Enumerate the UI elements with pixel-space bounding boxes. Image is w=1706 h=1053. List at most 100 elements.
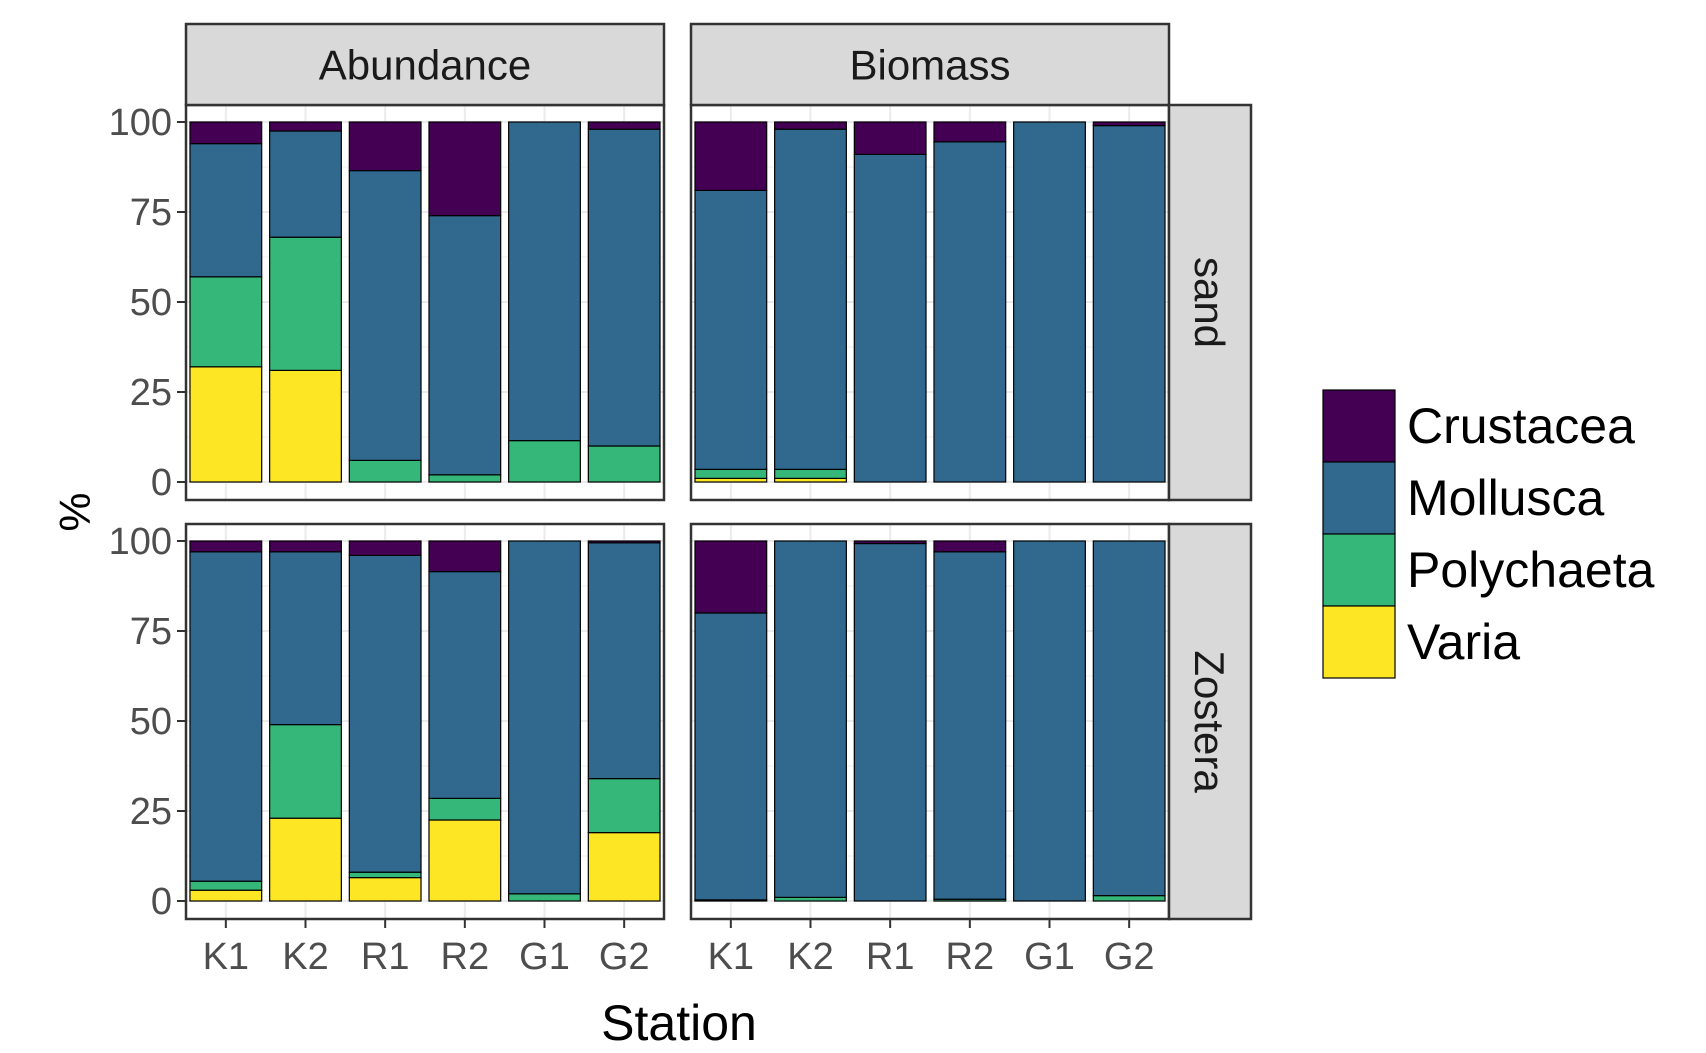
bar-r2-mollusca (933, 551, 1007, 900)
x-tick-label-k1: K1 (708, 936, 754, 978)
bar-r1-polychaeta (348, 871, 422, 879)
legend-key-mollusca (1322, 461, 1396, 535)
strip-label-zostera: Zostera (1186, 650, 1233, 793)
bar-r1-mollusca (853, 153, 927, 483)
bar-r2-crustacea (428, 121, 502, 217)
legend-key-polychaeta (1322, 533, 1396, 607)
bar-k1-crustacea (189, 540, 263, 553)
bar-k2-varia (269, 817, 342, 902)
bar-k2-polychaeta (269, 236, 342, 371)
legend-entry-polychaeta: Polychaeta (1322, 533, 1655, 607)
bar-k1-polychaeta (694, 468, 768, 479)
x-tick-label-g2: G2 (599, 936, 650, 978)
bar-g2-polychaeta (587, 777, 661, 834)
bar-g2-crustacea (1092, 121, 1166, 127)
bar-k2-crustacea (774, 121, 847, 130)
bar-r2-crustacea (933, 540, 1007, 553)
bar-r2-polychaeta (428, 797, 502, 821)
bar-k1-mollusca (189, 143, 263, 278)
bar-g1-polychaeta (508, 440, 581, 483)
bar-k2-polychaeta (774, 468, 847, 479)
panel-biomass-sand (689, 103, 1171, 502)
legend-entry-mollusca: Mollusca (1322, 461, 1604, 535)
x-tick-label-g2: G2 (1104, 936, 1155, 978)
x-tick-label-r1: R1 (866, 936, 915, 978)
y-tick-label: 50 (130, 701, 172, 743)
bar-g2-mollusca (1092, 540, 1166, 897)
bar-g1-mollusca (1013, 540, 1086, 902)
bar-g1-mollusca (508, 121, 581, 442)
strip-label-sand: sand (1186, 257, 1233, 348)
y-tick-label: 25 (130, 791, 172, 833)
legend-label-polychaeta: Polychaeta (1407, 542, 1655, 598)
bar-r2-mollusca (428, 570, 502, 799)
strip-label-abundance: Abundance (319, 42, 532, 89)
x-tick-label-g1: G1 (519, 936, 570, 978)
bar-r1-crustacea (853, 121, 927, 156)
bar-k1-crustacea (694, 540, 768, 614)
x-tick-label-r2: R2 (946, 936, 995, 978)
y-tick-label: 0 (151, 881, 172, 923)
bar-r1-mollusca (853, 542, 927, 902)
bar-k1-crustacea (694, 121, 768, 192)
y-tick-label: 25 (130, 372, 172, 414)
strip-zostera: Zostera (1167, 522, 1253, 921)
legend-entry-crustacea: Crustacea (1322, 389, 1635, 463)
legend-label-varia: Varia (1407, 614, 1520, 670)
bar-g2-polychaeta (1092, 894, 1166, 902)
bar-k1-varia (189, 889, 263, 902)
x-tick-label-r2: R2 (441, 936, 490, 978)
strip-sand: sand (1167, 103, 1253, 502)
panel-abundance-zostera (184, 522, 666, 921)
bar-k2-mollusca (774, 540, 847, 898)
y-axis-title: % (50, 492, 99, 531)
y-tick-label: 75 (130, 192, 172, 234)
x-tick-label-g1: G1 (1024, 936, 1075, 978)
bar-r2-crustacea (933, 121, 1007, 143)
bar-r2-mollusca (428, 215, 502, 476)
bar-k1-polychaeta (189, 880, 263, 891)
bar-k1-mollusca (694, 189, 768, 470)
bar-r1-polychaeta (348, 459, 422, 483)
legend-label-mollusca: Mollusca (1407, 470, 1604, 526)
panel-biomass-zostera (689, 522, 1171, 921)
bar-r2-crustacea (428, 540, 502, 573)
legend: Crustacea Mollusca Polychaeta Varia (1322, 389, 1655, 679)
bar-r2-mollusca (933, 141, 1007, 483)
bar-k2-varia (269, 369, 342, 483)
legend-entry-varia: Varia (1322, 605, 1520, 679)
bar-g2-polychaeta (587, 445, 661, 483)
bar-r1-varia (348, 876, 422, 902)
strips-layer: Abundance Biomass sand Zostera (184, 22, 1253, 921)
bar-g2-mollusca (1092, 124, 1166, 483)
x-tick-label-k2: K2 (282, 936, 328, 978)
strip-background (1167, 103, 1253, 502)
bar-k1-mollusca (694, 612, 768, 901)
bar-g1-polychaeta (508, 893, 581, 902)
axes-layer: 0 25 50 75 100 0 25 50 75 100 K1 K2 R1 R2 G1 G2 K1 K2 R1 R2… (109, 102, 1155, 978)
bar-k1-mollusca (189, 551, 263, 882)
bar-k2-mollusca (269, 551, 342, 726)
strip-abundance: Abundance (184, 22, 666, 107)
bar-k2-crustacea (269, 121, 342, 132)
bar-k1-varia (189, 366, 263, 483)
y-tick-label: 100 (109, 102, 172, 144)
bar-k1-crustacea (189, 121, 263, 145)
strip-background (184, 22, 666, 107)
strip-label-biomass: Biomass (849, 42, 1010, 89)
legend-key-crustacea (1322, 389, 1396, 463)
legend-label-crustacea: Crustacea (1407, 398, 1635, 454)
panels-layer (184, 103, 1171, 921)
bar-g1-mollusca (1013, 121, 1086, 483)
bar-g1-mollusca (508, 540, 581, 895)
strip-background (689, 22, 1171, 107)
x-tick-label-k1: K1 (203, 936, 249, 978)
bar-r1-mollusca (348, 554, 422, 873)
legend-key-varia (1322, 605, 1396, 679)
y-tick-label: 50 (130, 282, 172, 324)
bar-k2-polychaeta (269, 723, 342, 819)
x-axis-title: Station (601, 995, 757, 1051)
bar-k2-crustacea (269, 540, 342, 553)
bar-k2-mollusca (774, 128, 847, 471)
